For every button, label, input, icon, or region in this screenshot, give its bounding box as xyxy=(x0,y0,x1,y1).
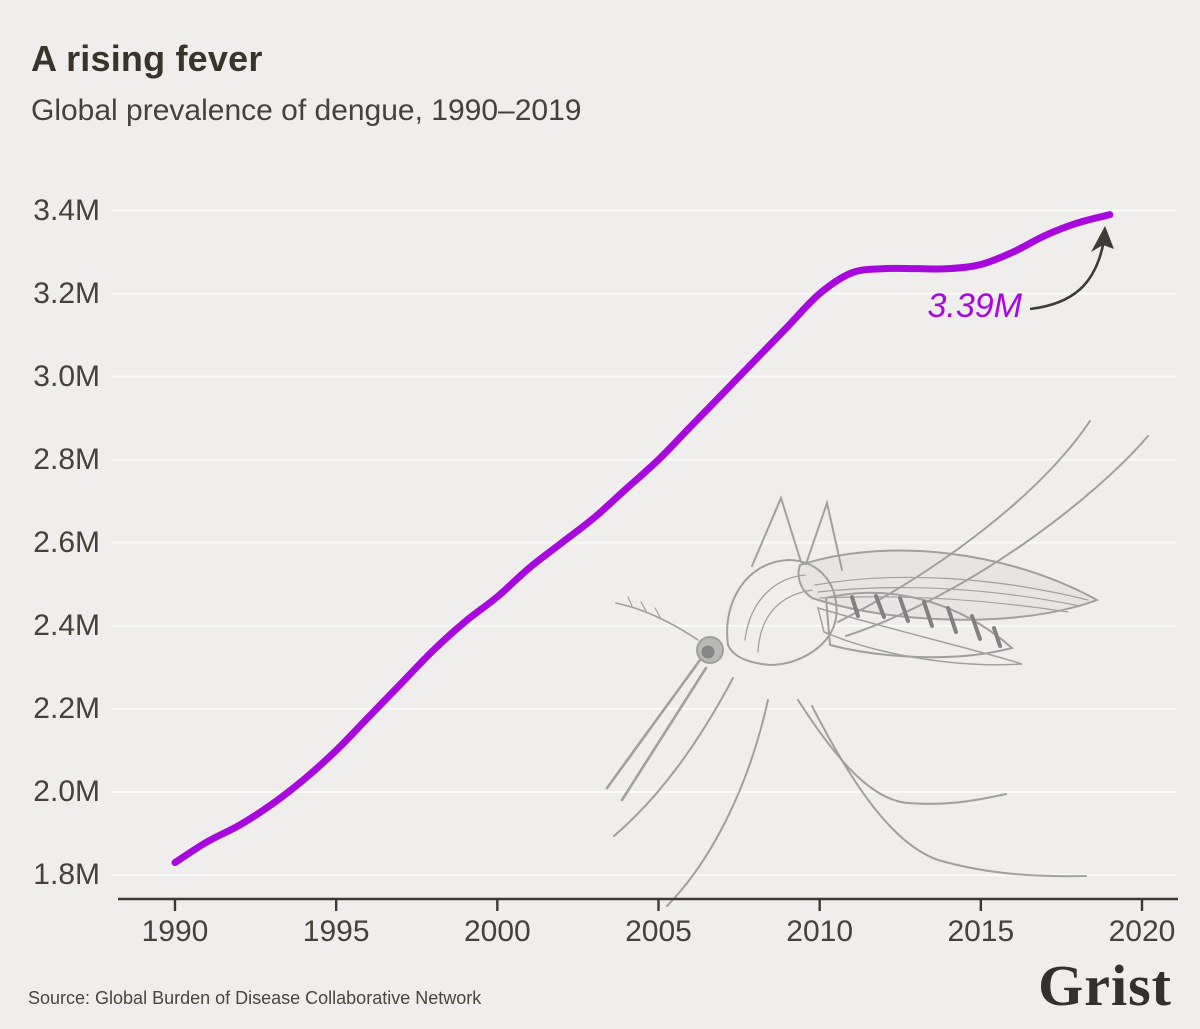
grist-logo: Grist xyxy=(1038,953,1172,1018)
x-tick-label: 2010 xyxy=(786,915,854,948)
mosquito-illustration xyxy=(605,420,1149,907)
y-tick-label: 2.6M xyxy=(33,525,100,559)
source-text: Source: Global Burden of Disease Collabo… xyxy=(28,988,482,1008)
annotation-label: 3.39M xyxy=(927,287,1023,325)
y-tick-label: 3.0M xyxy=(33,359,100,393)
x-tick-label: 2015 xyxy=(947,915,1015,948)
x-tick-label: 1995 xyxy=(302,915,370,948)
y-tick-label: 2.4M xyxy=(33,608,100,642)
chart-subtitle: Global prevalence of dengue, 1990–2019 xyxy=(31,94,582,127)
y-tick-label: 2.8M xyxy=(33,442,100,476)
x-tick-label: 1990 xyxy=(141,915,209,948)
y-tick-label: 3.2M xyxy=(33,276,100,310)
y-tick-label: 1.8M xyxy=(33,858,100,891)
y-tick-label: 3.4M xyxy=(33,193,100,227)
x-tick-label: 2000 xyxy=(463,915,531,948)
x-tick-label: 2005 xyxy=(625,915,692,948)
x-axis xyxy=(118,897,1178,911)
series-line-dengue xyxy=(171,211,1114,867)
y-tick-label: 2.2M xyxy=(33,691,100,725)
x-tick-label: 2020 xyxy=(1108,915,1176,948)
y-tick-label: 2.0M xyxy=(33,774,100,808)
annotation-arrow-icon xyxy=(1029,226,1114,311)
chart-title: A rising fever xyxy=(31,38,263,79)
